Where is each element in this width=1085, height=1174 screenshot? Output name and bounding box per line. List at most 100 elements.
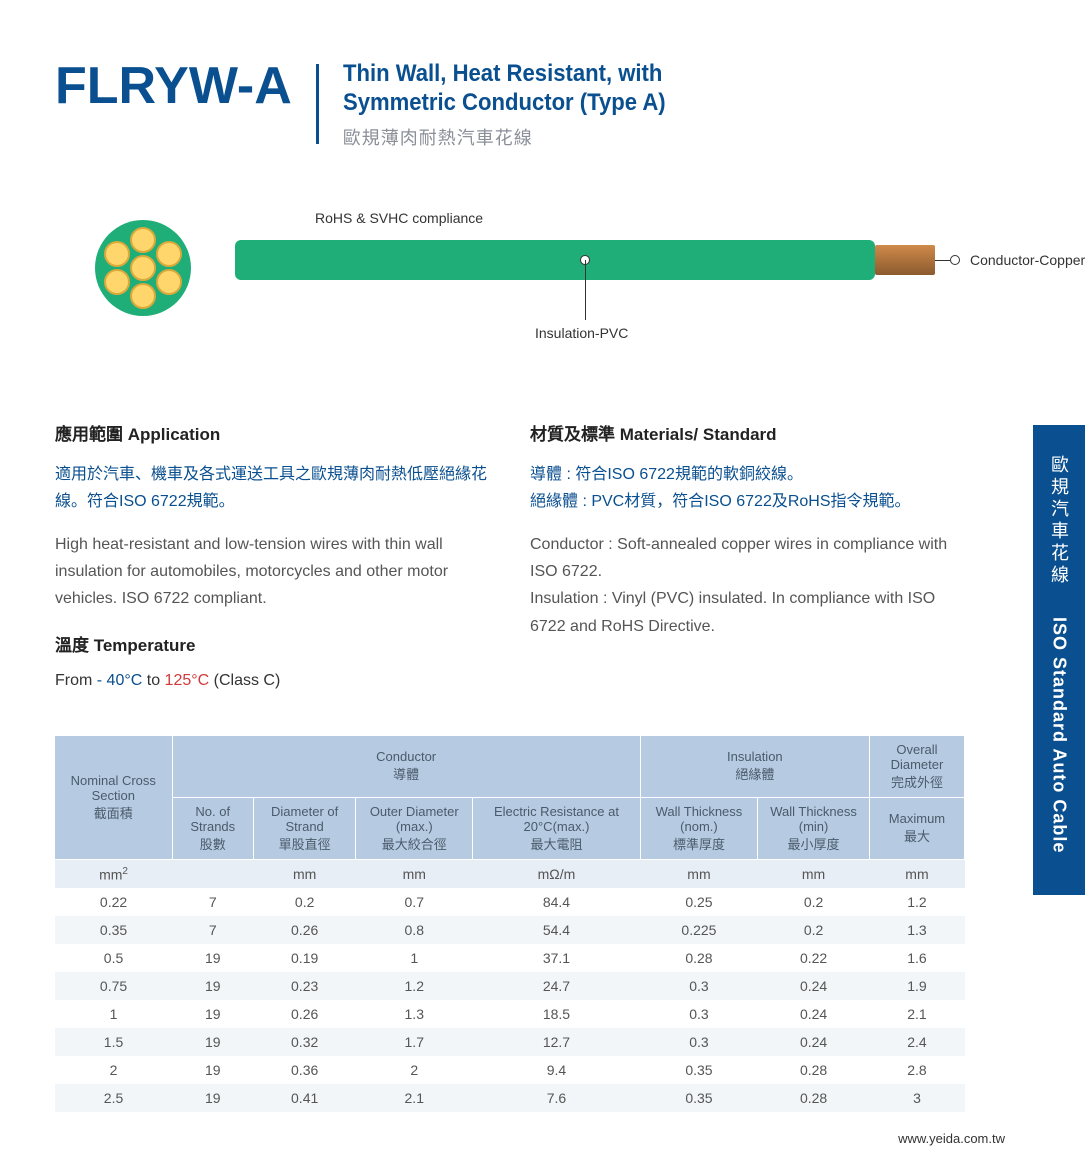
table-row: 0.75190.231.224.70.30.241.9 (55, 972, 965, 1000)
table-cell: 0.2 (758, 916, 870, 944)
insulation-label: Insulation-PVC (535, 325, 628, 341)
th-insulation-zh: 絕緣體 (645, 764, 865, 783)
th-resist-en: Electric Resistance at 20°C(max.) (477, 804, 636, 834)
table-cell: 2.4 (869, 1028, 964, 1056)
cable-diagram: RoHS & SVHC compliance Insulation-PVC Co… (55, 210, 965, 360)
table-cell: 0.36 (253, 1056, 355, 1084)
subtitle-en: Thin Wall, Heat Resistant, with Symmetri… (343, 60, 915, 118)
temp-prefix: From (55, 672, 97, 689)
table-cell: 0.28 (640, 944, 757, 972)
application-en: High heat-resistant and low-tension wire… (55, 531, 490, 613)
table-cell: 2 (356, 1056, 473, 1084)
th-conductor-zh: 導體 (177, 764, 636, 783)
th-outer: Outer Diameter (max.) 最大絞合徑 (356, 797, 473, 859)
materials-heading: 材質及標準 Materials/ Standard (530, 420, 965, 445)
application-heading: 應用範圍 Application (55, 420, 490, 445)
table-cell: 0.35 (640, 1056, 757, 1084)
th-overall-zh: 完成外徑 (874, 772, 960, 791)
table-unit-cell: mm (356, 859, 473, 888)
table-row: 0.5190.19137.10.280.221.6 (55, 944, 965, 972)
table-cell: 1.2 (356, 972, 473, 1000)
side-tab: 歐規汽車花線 ISO Standard Auto Cable (1033, 425, 1085, 895)
table-row: 1190.261.318.50.30.242.1 (55, 1000, 965, 1028)
table-cell: 0.28 (758, 1084, 870, 1112)
table-cell: 54.4 (473, 916, 641, 944)
table-cell: 0.24 (758, 1000, 870, 1028)
table-unit-cell (172, 859, 253, 888)
table-row: 2190.3629.40.350.282.8 (55, 1056, 965, 1084)
subtitle-block: Thin Wall, Heat Resistant, with Symmetri… (343, 60, 965, 150)
table-cell: 1.3 (869, 916, 964, 944)
th-strands: No. of Strands 股數 (172, 797, 253, 859)
cross-section-icon (95, 220, 191, 316)
th-conductor-group: Conductor 導體 (172, 736, 640, 798)
table-row: 0.3570.260.854.40.2250.21.3 (55, 916, 965, 944)
table-cell: 2.5 (55, 1084, 172, 1112)
table-cell: 0.24 (758, 1028, 870, 1056)
table-cell: 0.25 (640, 888, 757, 916)
table-cell: 0.2 (253, 888, 355, 916)
materials-en: Conductor : Soft-annealed copper wires i… (530, 531, 965, 640)
table-row: 2.5190.412.17.60.350.283 (55, 1084, 965, 1112)
table-cell: 0.26 (253, 1000, 355, 1028)
th-overall-en: Overall Diameter (874, 742, 960, 772)
rohs-label: RoHS & SVHC compliance (315, 210, 483, 226)
materials-en-1: Conductor : Soft-annealed copper wires i… (530, 536, 947, 580)
table-cell: 0.7 (356, 888, 473, 916)
temp-suffix: (Class C) (209, 672, 280, 689)
temp-mid: to (142, 672, 164, 689)
conductor-label: Conductor-Copper (970, 252, 1085, 268)
table-cell: 1 (356, 944, 473, 972)
th-insulation-en: Insulation (645, 749, 865, 764)
table-unit-cell: mm (253, 859, 355, 888)
table-units-row: mm2mmmmmΩ/mmmmmmm (55, 859, 965, 888)
copper-callout-dot (950, 255, 960, 265)
th-dia-strand-zh: 單股直徑 (258, 834, 351, 853)
title-divider (316, 64, 319, 144)
table-cell: 0.19 (253, 944, 355, 972)
table-cell: 0.5 (55, 944, 172, 972)
th-wall-nom: Wall Thickness (nom.) 標準厚度 (640, 797, 757, 859)
table-cell: 0.3 (640, 1000, 757, 1028)
materials-en-2: Insulation : Vinyl (PVC) insulated. In c… (530, 590, 935, 634)
cable-body (235, 240, 875, 280)
pvc-callout-line (585, 260, 586, 320)
table-cell: 0.22 (55, 888, 172, 916)
table-unit-cell: mΩ/m (473, 859, 641, 888)
table-cell: 24.7 (473, 972, 641, 1000)
table-cell: 0.225 (640, 916, 757, 944)
table-cell: 1.7 (356, 1028, 473, 1056)
th-max-en: Maximum (874, 811, 960, 826)
table-cell: 19 (172, 972, 253, 1000)
table-cell: 0.8 (356, 916, 473, 944)
table-cell: 0.41 (253, 1084, 355, 1112)
table-unit-cell: mm2 (55, 859, 172, 888)
table-row: 0.2270.20.784.40.250.21.2 (55, 888, 965, 916)
th-resist-zh: 最大電阻 (477, 834, 636, 853)
table-cell: 19 (172, 1028, 253, 1056)
table-cell: 0.22 (758, 944, 870, 972)
table-cell: 2 (55, 1056, 172, 1084)
table-cell: 1.9 (869, 972, 964, 1000)
table-cell: 7 (172, 888, 253, 916)
temperature-line: From - 40°C to 125°C (Class C) (55, 672, 490, 690)
table-cell: 1.5 (55, 1028, 172, 1056)
th-strands-zh: 股數 (177, 834, 249, 853)
table-cell: 1 (55, 1000, 172, 1028)
materials-zh-1: 導體 : 符合ISO 6722規範的軟銅絞線。 (530, 466, 803, 483)
table-cell: 3 (869, 1084, 964, 1112)
materials-zh-2: 絕緣體 : PVC材質，符合ISO 6722及RoHS指令規範。 (530, 493, 911, 510)
table-unit-cell: mm (758, 859, 870, 888)
th-wall-min: Wall Thickness (min) 最小厚度 (758, 797, 870, 859)
description-columns: 應用範圍 Application 適用於汽車、機車及各式運送工具之歐規薄肉耐熱低… (55, 420, 965, 706)
th-dia-strand-en: Diameter of Strand (258, 804, 351, 834)
th-wall-nom-zh: 標準厚度 (645, 834, 753, 853)
th-conductor-en: Conductor (177, 749, 636, 764)
spec-table: Nominal Cross Section 截面積 Conductor 導體 I… (55, 736, 965, 1113)
th-outer-en: Outer Diameter (max.) (360, 804, 468, 834)
materials-column: 材質及標準 Materials/ Standard 導體 : 符合ISO 672… (530, 420, 965, 706)
table-cell: 19 (172, 944, 253, 972)
subtitle-zh: 歐規薄肉耐熱汽車花線 (343, 124, 965, 150)
table-unit-cell: mm (869, 859, 964, 888)
table-cell: 0.3 (640, 972, 757, 1000)
